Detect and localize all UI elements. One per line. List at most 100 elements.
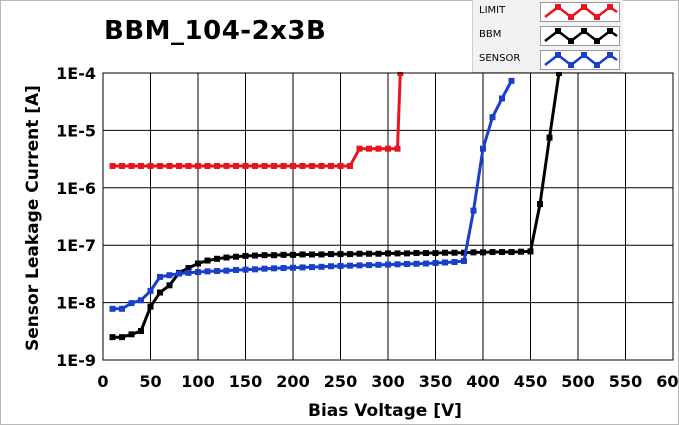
- data-point-bbm: [223, 254, 230, 261]
- legend[interactable]: LIMIT BBM SENSOR: [472, 0, 623, 73]
- data-point-bbm: [214, 255, 220, 262]
- series-line-limit: [112, 72, 402, 168]
- y-tick-label: 1E-4: [56, 64, 96, 83]
- data-point-sensor: [328, 263, 334, 270]
- data-point-limit: [397, 72, 404, 76]
- data-point-bbm: [385, 250, 391, 257]
- data-point-sensor: [214, 268, 220, 275]
- y-tick-label: 1E-5: [56, 121, 96, 140]
- data-point-sensor: [413, 260, 420, 267]
- data-point-bbm: [556, 72, 562, 76]
- legend-marker: [581, 28, 587, 34]
- data-point-bbm: [195, 260, 201, 267]
- legend-marker: [581, 4, 587, 10]
- x-tick-label: 350: [419, 372, 452, 391]
- series-limit: [109, 72, 404, 169]
- data-point-limit: [252, 162, 258, 169]
- data-point-limit: [147, 162, 154, 169]
- data-point-limit: [223, 162, 230, 169]
- legend-marker: [594, 62, 600, 68]
- legend-marker: [594, 14, 600, 20]
- x-tick-label: 450: [514, 372, 547, 391]
- data-point-sensor: [261, 265, 268, 272]
- data-point-limit: [214, 162, 220, 169]
- data-point-bbm: [271, 252, 277, 259]
- data-point-bbm: [489, 249, 496, 256]
- data-point-bbm: [404, 250, 410, 257]
- data-point-limit: [204, 162, 211, 169]
- data-point-sensor: [309, 264, 315, 271]
- data-point-limit: [366, 145, 372, 152]
- data-point-limit: [157, 162, 163, 169]
- data-point-sensor: [280, 265, 287, 272]
- legend-label-bbm: BBM: [479, 29, 502, 40]
- legend-item-sensor[interactable]: SENSOR: [473, 49, 623, 71]
- data-point-limit: [375, 145, 382, 152]
- data-point-bbm: [442, 249, 448, 256]
- y-tick-labels: 1E-9 1E-8 1E-7 1E-6 1E-5 1E-4: [56, 64, 96, 370]
- x-tick-label: 0: [97, 372, 108, 391]
- legend-marker: [555, 28, 561, 34]
- data-point-limit: [242, 162, 249, 169]
- data-point-bbm: [394, 250, 401, 257]
- legend-item-limit[interactable]: LIMIT: [473, 1, 623, 23]
- legend-item-bbm[interactable]: BBM: [473, 25, 623, 47]
- x-tick-label: 50: [139, 372, 161, 391]
- data-point-limit: [309, 162, 315, 169]
- data-point-limit: [271, 162, 277, 169]
- data-point-bbm: [309, 251, 315, 258]
- data-point-sensor: [461, 258, 467, 265]
- legend-marker: [568, 62, 574, 68]
- legend-label-limit: LIMIT: [479, 5, 506, 16]
- data-point-sensor: [138, 297, 144, 304]
- data-point-limit: [166, 162, 173, 169]
- data-point-bbm: [499, 249, 505, 256]
- data-point-sensor: [109, 305, 116, 312]
- data-point-limit: [318, 162, 325, 169]
- data-point-limit: [138, 162, 144, 169]
- data-point-bbm: [461, 249, 467, 256]
- data-point-sensor: [423, 260, 429, 267]
- data-point-sensor: [299, 264, 306, 271]
- data-point-sensor: [489, 114, 496, 121]
- data-point-bbm: [280, 251, 287, 258]
- data-point-sensor: [195, 269, 201, 276]
- data-point-sensor: [223, 267, 230, 274]
- x-tick-label: 100: [181, 372, 214, 391]
- data-point-bbm: [480, 249, 486, 256]
- legend-marker: [555, 52, 561, 58]
- data-point-sensor: [242, 266, 249, 273]
- data-point-sensor: [480, 145, 486, 152]
- data-point-limit: [337, 162, 344, 169]
- series-sensor: [109, 77, 515, 312]
- data-point-bbm: [470, 249, 477, 256]
- data-point-bbm: [185, 265, 192, 272]
- data-point-bbm: [328, 251, 334, 258]
- data-point-limit: [299, 162, 306, 169]
- data-point-bbm: [166, 282, 173, 289]
- data-point-bbm: [537, 201, 543, 208]
- data-point-limit: [385, 145, 391, 152]
- data-point-bbm: [318, 251, 325, 258]
- data-point-bbm: [347, 251, 353, 258]
- data-point-bbm: [157, 289, 163, 296]
- data-point-sensor: [499, 95, 505, 102]
- data-point-sensor: [366, 262, 372, 269]
- legend-marker: [568, 14, 574, 20]
- data-point-bbm: [413, 250, 420, 257]
- data-point-sensor: [176, 270, 182, 277]
- data-point-limit: [261, 162, 268, 169]
- data-point-sensor: [432, 259, 439, 266]
- legend-marker: [581, 52, 587, 58]
- data-point-sensor: [185, 269, 192, 276]
- x-tick-label: 150: [229, 372, 262, 391]
- y-tick-label: 1E-7: [56, 236, 96, 255]
- data-point-bbm: [527, 248, 534, 255]
- data-point-limit: [128, 162, 135, 169]
- x-tick-label: 250: [324, 372, 357, 391]
- legend-marker: [607, 4, 613, 10]
- legend-marker: [555, 4, 561, 10]
- data-point-bbm: [204, 257, 211, 264]
- data-point-bbm: [337, 251, 344, 258]
